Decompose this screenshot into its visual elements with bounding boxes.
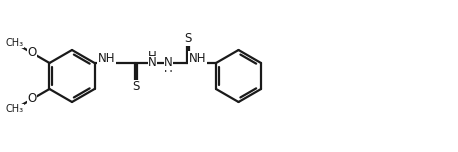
Text: CH₃: CH₃ — [6, 104, 24, 114]
Text: CH₃: CH₃ — [6, 38, 24, 48]
Text: N: N — [148, 57, 157, 69]
Text: H: H — [148, 50, 157, 64]
Text: NH: NH — [98, 52, 115, 64]
Text: O: O — [27, 93, 37, 105]
Text: S: S — [132, 81, 140, 93]
Text: N: N — [164, 57, 173, 69]
Text: S: S — [184, 33, 191, 45]
Text: NH: NH — [189, 52, 206, 64]
Text: O: O — [27, 47, 37, 59]
Text: H: H — [164, 62, 173, 76]
